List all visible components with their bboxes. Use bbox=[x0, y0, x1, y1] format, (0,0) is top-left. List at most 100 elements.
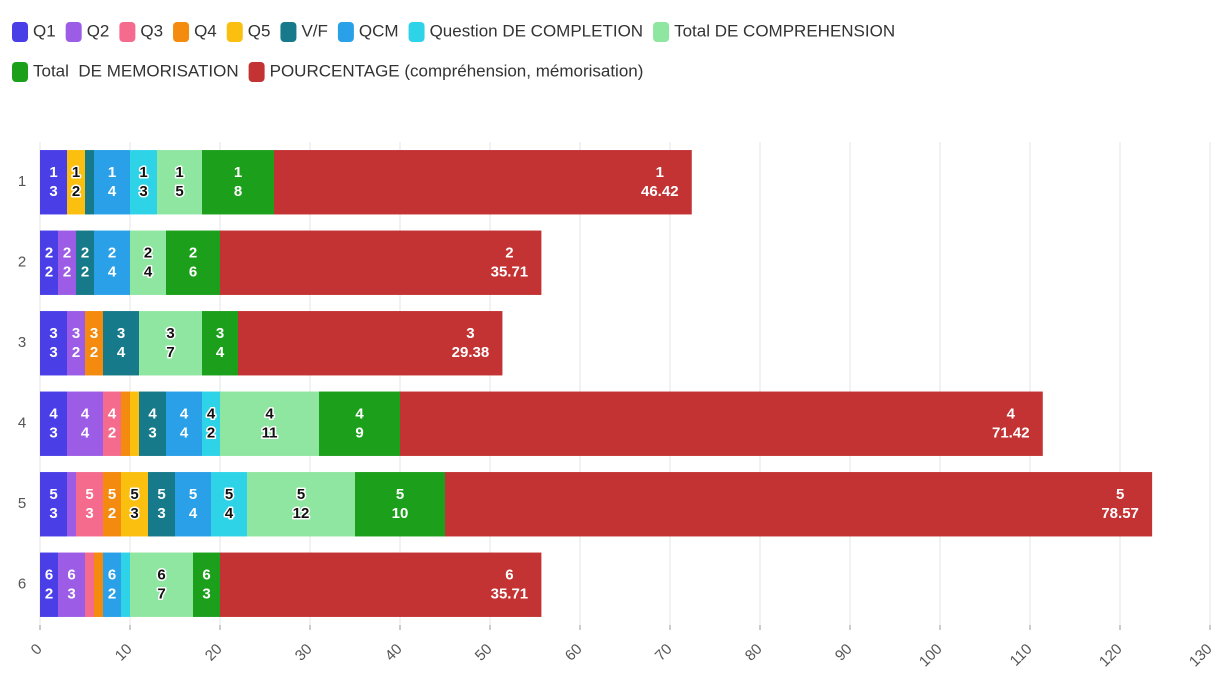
bar-segment bbox=[103, 391, 121, 456]
bar-segment bbox=[94, 150, 130, 215]
bar-segment bbox=[274, 150, 692, 215]
data-label-category: 5 bbox=[130, 486, 138, 503]
data-label: 7 bbox=[157, 586, 165, 603]
data-label: 4 bbox=[108, 183, 117, 200]
data-label: 2 bbox=[207, 425, 215, 442]
legend-swatch bbox=[12, 62, 28, 82]
bar-segment bbox=[166, 391, 202, 456]
legend-swatch bbox=[337, 22, 354, 42]
bar-segment bbox=[130, 230, 166, 295]
data-label-category: 4 bbox=[265, 406, 274, 423]
bar-segment bbox=[103, 472, 121, 537]
bar-segment bbox=[40, 552, 58, 617]
bar-segment bbox=[121, 391, 130, 456]
legend-item: Total DE COMPREHENSION bbox=[653, 21, 895, 42]
legend-label: Q1 bbox=[33, 21, 56, 40]
data-label-category: 1 bbox=[175, 164, 183, 181]
x-tick-label: 20 bbox=[202, 641, 226, 665]
bar-segment bbox=[211, 472, 247, 537]
legend-item: V/F bbox=[280, 21, 328, 42]
data-label-category: 1 bbox=[656, 164, 664, 181]
data-label-category: 5 bbox=[189, 486, 197, 503]
data-label-category: 1 bbox=[72, 164, 80, 181]
bar-segment bbox=[166, 230, 220, 295]
bar-segment bbox=[67, 472, 76, 537]
x-tick-label: 80 bbox=[742, 641, 766, 665]
data-label: 12 bbox=[293, 505, 310, 522]
data-label-category: 3 bbox=[72, 325, 80, 342]
data-label: 4 bbox=[216, 344, 225, 361]
legend-label: Q4 bbox=[194, 21, 217, 40]
bar-segment bbox=[94, 230, 130, 295]
legend-swatch bbox=[248, 62, 265, 82]
y-tick-label: 1 bbox=[18, 173, 26, 190]
bar-segment bbox=[85, 552, 94, 617]
data-label-category: 2 bbox=[189, 245, 197, 262]
legend-label: Total DE COMPREHENSION bbox=[674, 21, 895, 40]
data-label: 3 bbox=[49, 183, 57, 200]
x-tick-label: 50 bbox=[472, 641, 496, 665]
legend-item: Q1 bbox=[12, 21, 56, 42]
data-label: 7 bbox=[166, 344, 174, 361]
bar-segment bbox=[400, 391, 1043, 456]
data-label: 3 bbox=[139, 183, 147, 200]
bar-segment bbox=[85, 311, 103, 376]
data-label-category: 2 bbox=[45, 245, 53, 262]
legend-label: Q3 bbox=[140, 21, 163, 40]
legend-swatch bbox=[173, 22, 190, 42]
bar-segment bbox=[40, 472, 67, 537]
data-label: 46.42 bbox=[641, 183, 679, 200]
bar-segment bbox=[40, 311, 67, 376]
data-label-category: 3 bbox=[466, 325, 474, 342]
bar-segment bbox=[247, 472, 355, 537]
bar-segment bbox=[175, 472, 211, 537]
data-label-category: 2 bbox=[108, 245, 116, 262]
data-label-category: 1 bbox=[49, 164, 57, 181]
data-label: 2 bbox=[72, 344, 80, 361]
legend-swatch bbox=[226, 22, 243, 42]
data-label: 2 bbox=[45, 264, 53, 281]
data-label-category: 1 bbox=[108, 164, 116, 181]
data-label: 9 bbox=[355, 425, 363, 442]
legend-item: Q4 bbox=[173, 21, 217, 42]
bar-segment bbox=[148, 472, 175, 537]
bar-segment bbox=[202, 311, 238, 376]
data-label: 3 bbox=[49, 505, 57, 522]
data-label: 10 bbox=[392, 505, 409, 522]
bar-segment bbox=[58, 552, 85, 617]
x-tick-label: 70 bbox=[652, 641, 676, 665]
x-tick-label: 120 bbox=[1096, 641, 1126, 671]
x-tick-label: 10 bbox=[112, 641, 136, 665]
bar-segment bbox=[157, 150, 202, 215]
bar-segment bbox=[76, 472, 103, 537]
data-label-category: 6 bbox=[45, 567, 53, 584]
data-label-category: 4 bbox=[207, 406, 216, 423]
bar-segment bbox=[202, 150, 274, 215]
data-label-category: 2 bbox=[144, 245, 152, 262]
data-label-category: 6 bbox=[108, 567, 116, 584]
legend-item: QCM bbox=[337, 21, 399, 42]
bar-segment bbox=[103, 311, 139, 376]
legend-item: Total DE MEMORISATION bbox=[12, 61, 239, 82]
data-label-category: 3 bbox=[90, 325, 98, 342]
bar-segment bbox=[58, 230, 76, 295]
bar-segment bbox=[220, 391, 319, 456]
legend-swatch bbox=[119, 22, 136, 42]
data-label-category: 3 bbox=[216, 325, 224, 342]
data-label-category: 2 bbox=[81, 245, 89, 262]
data-label-category: 4 bbox=[355, 406, 364, 423]
x-tick-label: 0 bbox=[28, 641, 46, 659]
data-label-category: 5 bbox=[108, 486, 116, 503]
data-label: 2 bbox=[108, 425, 116, 442]
data-label: 2 bbox=[108, 586, 116, 603]
legend-label: Total DE MEMORISATION bbox=[33, 61, 239, 80]
data-label: 4 bbox=[180, 425, 189, 442]
y-tick-label: 6 bbox=[18, 576, 26, 593]
legend-label: Q5 bbox=[248, 21, 271, 40]
bar-segment bbox=[40, 391, 67, 456]
data-label-category: 4 bbox=[1007, 406, 1016, 423]
bar-segment bbox=[67, 150, 85, 215]
bar-segment bbox=[238, 311, 503, 376]
bar-segment bbox=[85, 150, 94, 215]
data-label-category: 5 bbox=[49, 486, 57, 503]
